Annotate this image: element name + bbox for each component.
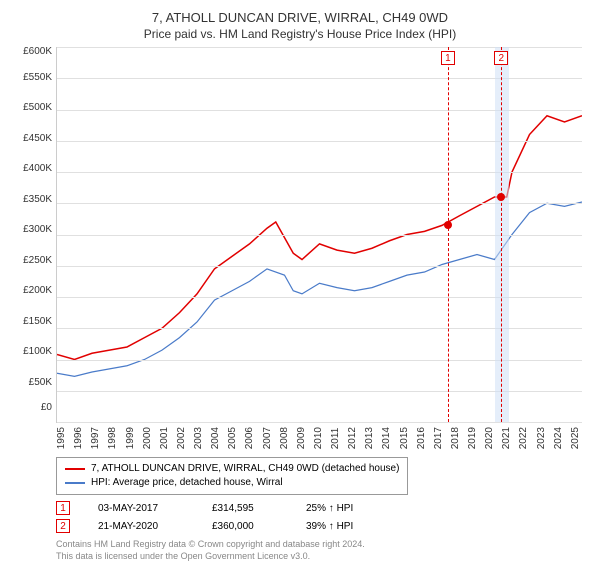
x-tick-label: 2024 [553, 427, 565, 449]
y-tick-label: £350K [18, 195, 52, 205]
marker-number-box: 2 [494, 51, 508, 65]
x-tick-label: 1998 [107, 427, 119, 449]
y-tick-label: £150K [18, 317, 52, 327]
x-tick-label: 2001 [159, 427, 171, 449]
sale-hpi: 39% ↑ HPI [306, 521, 353, 532]
sale-row: 1 03-MAY-2017 £314,595 25% ↑ HPI [56, 501, 582, 515]
y-tick-label: £100K [18, 347, 52, 357]
x-tick-label: 2013 [364, 427, 376, 449]
x-tick-label: 2022 [518, 427, 530, 449]
x-tick-label: 2002 [176, 427, 188, 449]
sale-row: 2 21-MAY-2020 £360,000 39% ↑ HPI [56, 519, 582, 533]
x-tick-label: 2011 [330, 427, 342, 449]
y-tick-label: £450K [18, 134, 52, 144]
x-tick-label: 2017 [433, 427, 445, 449]
x-tick-label: 2021 [501, 427, 513, 449]
sales-table: 1 03-MAY-2017 £314,595 25% ↑ HPI 2 21-MA… [56, 501, 582, 533]
x-tick-label: 2007 [262, 427, 274, 449]
x-tick-label: 2020 [484, 427, 496, 449]
legend-item: 7, ATHOLL DUNCAN DRIVE, WIRRAL, CH49 0WD… [65, 462, 399, 476]
x-tick-label: 2006 [244, 427, 256, 449]
sale-marker-box: 2 [56, 519, 70, 533]
legend-label: 7, ATHOLL DUNCAN DRIVE, WIRRAL, CH49 0WD… [91, 462, 399, 476]
y-tick-label: £500K [18, 103, 52, 113]
x-tick-label: 2003 [193, 427, 205, 449]
x-tick-label: 2016 [416, 427, 428, 449]
legend-item: HPI: Average price, detached house, Wirr… [65, 476, 399, 490]
y-tick-label: £250K [18, 256, 52, 266]
x-axis-labels: 1995 1996 1997 1998 1999 2000 2001 2002 2003 2004… [56, 427, 582, 449]
y-tick-label: £600K [18, 47, 52, 57]
chart-subtitle: Price paid vs. HM Land Registry's House … [18, 27, 582, 41]
chart-title: 7, ATHOLL DUNCAN DRIVE, WIRRAL, CH49 0WD [18, 10, 582, 25]
y-tick-label: £0 [18, 403, 52, 413]
y-axis-labels: £600K £550K £500K £450K £400K £350K £300K £250K… [18, 47, 56, 423]
y-tick-label: £400K [18, 164, 52, 174]
sale-hpi: 25% ↑ HPI [306, 503, 353, 514]
sale-marker-box: 1 [56, 501, 70, 515]
marker-dot [444, 221, 452, 229]
gridline [57, 422, 582, 423]
sale-date: 21-MAY-2020 [98, 521, 184, 532]
x-tick-label: 2025 [570, 427, 582, 449]
legend-swatch-blue [65, 482, 85, 484]
y-tick-label: £200K [18, 286, 52, 296]
x-tick-label: 2019 [467, 427, 479, 449]
marker-line [501, 47, 502, 422]
legend-label: HPI: Average price, detached house, Wirr… [91, 476, 283, 490]
x-tick-label: 2009 [296, 427, 308, 449]
footer-line: This data is licensed under the Open Gov… [56, 551, 582, 563]
sale-price: £314,595 [212, 503, 278, 514]
x-tick-label: 2023 [536, 427, 548, 449]
x-tick-label: 1999 [125, 427, 137, 449]
marker-dot [497, 193, 505, 201]
x-tick-label: 2000 [142, 427, 154, 449]
x-tick-label: 2014 [381, 427, 393, 449]
y-tick-label: £300K [18, 225, 52, 235]
x-tick-label: 2005 [227, 427, 239, 449]
sale-price: £360,000 [212, 521, 278, 532]
legend: 7, ATHOLL DUNCAN DRIVE, WIRRAL, CH49 0WD… [56, 457, 408, 495]
x-tick-label: 2015 [399, 427, 411, 449]
sale-date: 03-MAY-2017 [98, 503, 184, 514]
x-tick-label: 1995 [56, 427, 68, 449]
x-tick-label: 2008 [279, 427, 291, 449]
chart-area: £600K £550K £500K £450K £400K £350K £300K £250K… [18, 47, 582, 423]
footer-attribution: Contains HM Land Registry data © Crown c… [56, 539, 582, 562]
plot-area: 12 [56, 47, 582, 423]
marker-line [448, 47, 449, 422]
x-tick-label: 1996 [73, 427, 85, 449]
y-tick-label: £50K [18, 378, 52, 388]
footer-line: Contains HM Land Registry data © Crown c… [56, 539, 582, 551]
marker-number-box: 1 [441, 51, 455, 65]
x-tick-label: 2012 [347, 427, 359, 449]
legend-swatch-red [65, 468, 85, 470]
x-tick-label: 2004 [210, 427, 222, 449]
x-tick-label: 2018 [450, 427, 462, 449]
y-tick-label: £550K [18, 73, 52, 83]
x-tick-label: 2010 [313, 427, 325, 449]
x-tick-label: 1997 [90, 427, 102, 449]
